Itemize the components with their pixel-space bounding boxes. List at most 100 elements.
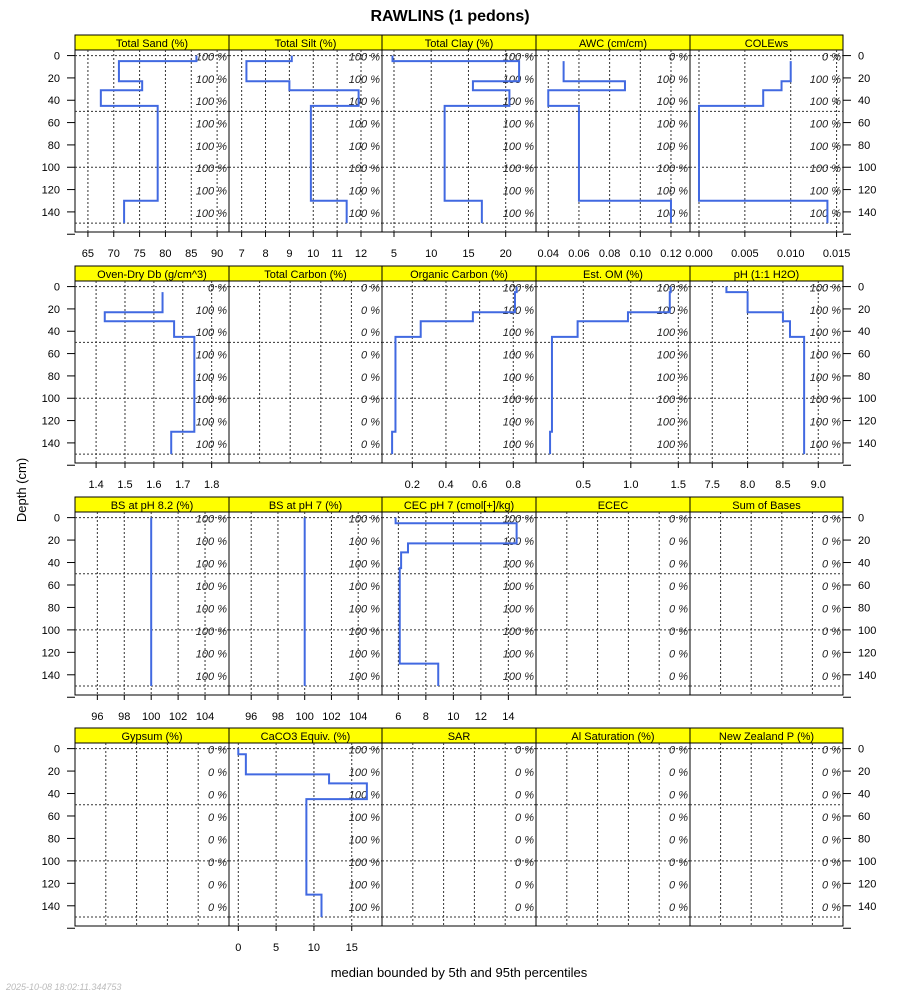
percent-label: 100 % xyxy=(810,141,841,153)
y-tick-label-right: 100 xyxy=(858,625,876,637)
panel-strip-label: BS at pH 7 (%) xyxy=(269,500,342,512)
x-tick-label: 1.4 xyxy=(88,479,103,491)
percent-label: 0 % xyxy=(515,902,534,914)
y-tick-label-right: 140 xyxy=(858,670,876,682)
y-tick-label-left: 100 xyxy=(42,393,60,405)
x-tick-label: 1.5 xyxy=(671,479,686,491)
x-tick-label: 98 xyxy=(118,711,130,723)
panel-sar: SAR 0 % 0 % 0 % 0 % 0 % 0 % 0 % 0 % xyxy=(381,727,537,927)
panel-strip-label: pH (1:1 H2O) xyxy=(734,269,799,281)
x-tick-label: 1.7 xyxy=(175,479,190,491)
percent-label: 0 % xyxy=(669,52,688,64)
x-tick-label: 6 xyxy=(395,711,401,723)
x-tick-label: 15 xyxy=(462,248,474,260)
y-tick-label-left: 140 xyxy=(42,207,60,219)
y-tick-label-right: 0 xyxy=(858,51,864,63)
panel-total-carbon: Total Carbon (%) 0 % 0 % 0 % 0 % 0 % 0 % 0 % 0 % xyxy=(228,265,383,464)
y-tick-label-left: 40 xyxy=(48,326,60,338)
y-tick-label-right: 20 xyxy=(858,535,870,547)
median-line xyxy=(237,748,368,918)
x-tick-label: 0.005 xyxy=(731,248,759,260)
percent-label: 100 % xyxy=(196,52,227,64)
median-line xyxy=(697,61,829,224)
percent-label: 0 % xyxy=(669,834,688,846)
x-tick-label: 1.5 xyxy=(117,479,132,491)
median-line xyxy=(547,61,672,224)
x-tick-label: 10 xyxy=(307,248,319,260)
percent-label: 100 % xyxy=(810,96,841,108)
panel-strip-label: Organic Carbon (%) xyxy=(410,269,508,281)
percent-label: 0 % xyxy=(208,283,227,295)
percent-label: 100 % xyxy=(503,163,534,175)
panel-strip-label: New Zealand P (%) xyxy=(719,731,814,743)
x-tick-label: 12 xyxy=(355,248,367,260)
panel-strip-label: Oven-Dry Db (g/cm^3) xyxy=(97,269,207,281)
panel-sum-of-bases: Sum of Bases 0 % 0 % 0 % 0 % 0 % 0 % 0 % 0 % xyxy=(689,496,844,696)
x-tick-label: 0 xyxy=(235,942,241,954)
x-tick-label: 0.04 xyxy=(538,248,559,260)
percent-label: 0 % xyxy=(515,812,534,824)
x-tick-label: 98 xyxy=(272,711,284,723)
percent-label: 100 % xyxy=(349,648,380,660)
x-tick-label: 102 xyxy=(169,711,187,723)
y-tick-label-right: 40 xyxy=(858,789,870,801)
percent-label: 100 % xyxy=(349,745,380,757)
percent-label: 100 % xyxy=(657,305,688,317)
y-tick-label-right: 80 xyxy=(858,371,870,383)
percent-label: 100 % xyxy=(196,514,227,526)
panel-strip-label: Total Sand (%) xyxy=(116,38,188,50)
percent-label: 100 % xyxy=(196,394,227,406)
panel-frame xyxy=(689,511,844,696)
percent-label: 0 % xyxy=(669,514,688,526)
percent-label: 0 % xyxy=(822,767,841,779)
x-tick-label: 70 xyxy=(108,248,120,260)
percent-label: 0 % xyxy=(515,745,534,757)
percent-label: 100 % xyxy=(810,417,841,429)
percent-label: 0 % xyxy=(208,767,227,779)
percent-label: 100 % xyxy=(349,559,380,571)
percent-label: 0 % xyxy=(822,834,841,846)
y-tick-label-right: 80 xyxy=(858,602,870,614)
x-tick-label: 1.0 xyxy=(623,479,638,491)
panel-strip-label: Al Saturation (%) xyxy=(571,731,654,743)
y-tick-label-right: 40 xyxy=(858,326,870,338)
panel-oven-dry-db-g-cm-3: Oven-Dry Db (g/cm^3) 1.4 1.5 1.6 1.7 1.8 0 % 10… xyxy=(74,265,230,491)
median-line xyxy=(549,286,672,455)
percent-label: 100 % xyxy=(349,857,380,869)
x-tick-label: 1.6 xyxy=(146,479,161,491)
percent-label: 100 % xyxy=(503,119,534,131)
y-tick-label-right: 40 xyxy=(858,95,870,107)
percent-label: 100 % xyxy=(196,119,227,131)
percent-label: 100 % xyxy=(349,141,380,153)
y-tick-label-right: 60 xyxy=(858,580,870,592)
percent-label: 100 % xyxy=(349,902,380,914)
percent-label: 100 % xyxy=(657,283,688,295)
percent-label: 0 % xyxy=(208,857,227,869)
y-tick-label-right: 20 xyxy=(858,766,870,778)
panel-strip-label: Total Carbon (%) xyxy=(264,269,347,281)
y-tick-label-left: 60 xyxy=(48,118,60,130)
x-tick-label: 0.000 xyxy=(685,248,713,260)
panel-strip-label: CEC pH 7 (cmol[+]/kg) xyxy=(404,500,514,512)
y-tick-label-left: 0 xyxy=(54,51,60,63)
percent-label: 0 % xyxy=(208,812,227,824)
percent-label: 100 % xyxy=(196,581,227,593)
percent-label: 0 % xyxy=(669,536,688,548)
x-tick-label: 0.08 xyxy=(599,248,620,260)
percent-label: 100 % xyxy=(657,417,688,429)
y-tick-label-left: 120 xyxy=(42,416,60,428)
percent-label: 0 % xyxy=(669,812,688,824)
percent-label: 100 % xyxy=(503,394,534,406)
y-tick-label-right: 80 xyxy=(858,833,870,845)
x-tick-label: 104 xyxy=(349,711,367,723)
y-axis-label: Depth (cm) xyxy=(14,458,29,522)
x-tick-label: 100 xyxy=(296,711,314,723)
panel-bs-at-ph-8-2: BS at pH 8.2 (%) 96 98 100 102 104 100 % 100 % 1… xyxy=(74,496,230,723)
x-tick-label: 0.10 xyxy=(630,248,651,260)
percent-label: 100 % xyxy=(196,141,227,153)
y-tick-label-left: 0 xyxy=(54,282,60,294)
panel-frame xyxy=(535,742,691,927)
percent-label: 0 % xyxy=(822,671,841,683)
panel-est-om: Est. OM (%) 0.5 1.0 1.5 100 % 100 % 100 % 100 %… xyxy=(535,265,691,491)
y-tick-label-right: 0 xyxy=(858,282,864,294)
